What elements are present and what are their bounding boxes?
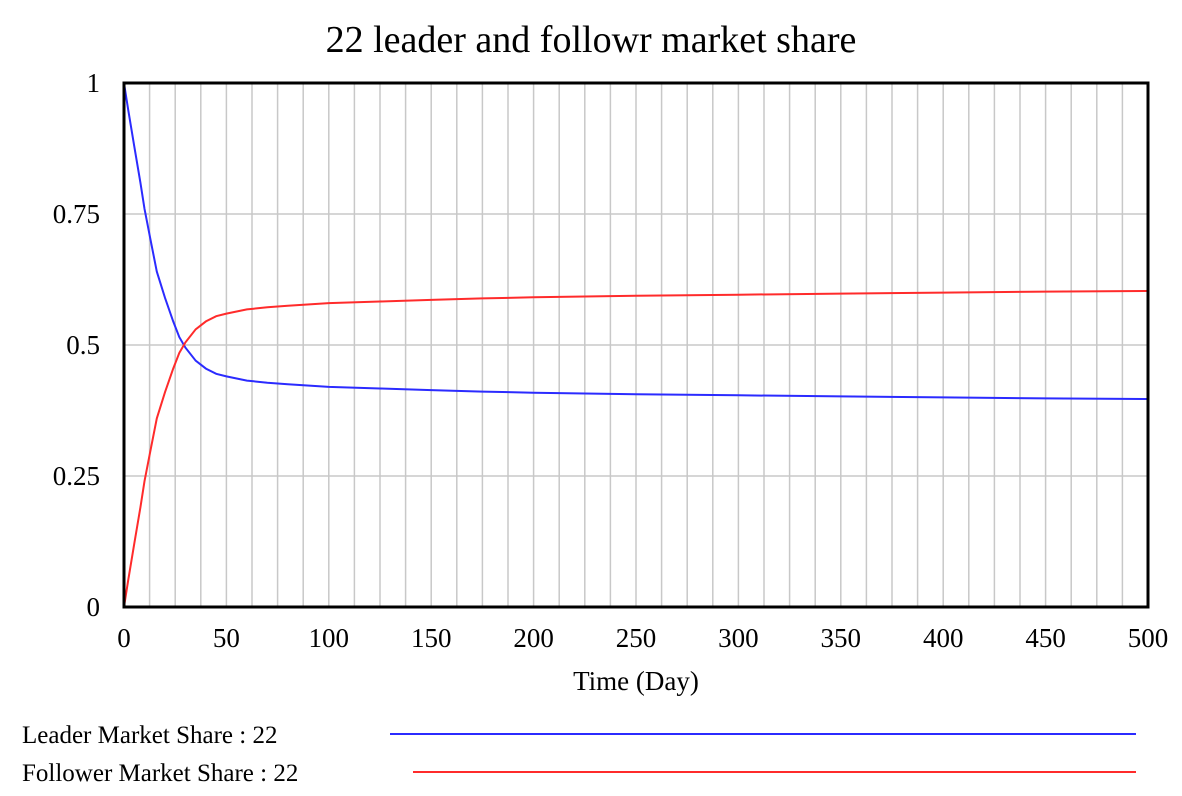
- x-tick-label: 100: [309, 623, 350, 653]
- x-tick-label: 250: [616, 623, 657, 653]
- series-layer: [123, 82, 1149, 608]
- x-tick-label: 0: [117, 623, 131, 653]
- y-axis-ticks: 0 0.25 0.5 0.75 1: [53, 68, 100, 622]
- series-line-follower: [123, 290, 1149, 608]
- y-tick-label: 1: [87, 68, 101, 98]
- x-tick-label: 200: [513, 623, 554, 653]
- y-tick-label: 0: [87, 592, 101, 622]
- x-tick-label: 500: [1128, 623, 1169, 653]
- x-axis-ticks: 0 50 100 150 200 250 300 350 400 450 500: [117, 623, 1168, 653]
- y-tick-label: 0.5: [66, 330, 100, 360]
- chart-title: 22 leader and followr market share: [326, 19, 857, 61]
- x-tick-label: 150: [411, 623, 452, 653]
- series-line-leader: [123, 82, 1149, 400]
- x-tick-label: 300: [718, 623, 759, 653]
- y-tick-label: 0.75: [53, 199, 100, 229]
- y-tick-label: 0.25: [53, 461, 100, 491]
- x-tick-label: 50: [213, 623, 240, 653]
- legend-label-follower: Follower Market Share : 22: [22, 760, 298, 787]
- x-axis-label: Time (Day): [573, 666, 699, 696]
- legend: Leader Market Share : 22 Follower Market …: [22, 722, 1136, 787]
- plot-frame: [122, 81, 1150, 609]
- x-tick-label: 350: [821, 623, 862, 653]
- x-tick-label: 450: [1025, 623, 1066, 653]
- grid-lines: [124, 83, 1148, 607]
- legend-label-leader: Leader Market Share : 22: [22, 722, 277, 749]
- x-tick-label: 400: [923, 623, 964, 653]
